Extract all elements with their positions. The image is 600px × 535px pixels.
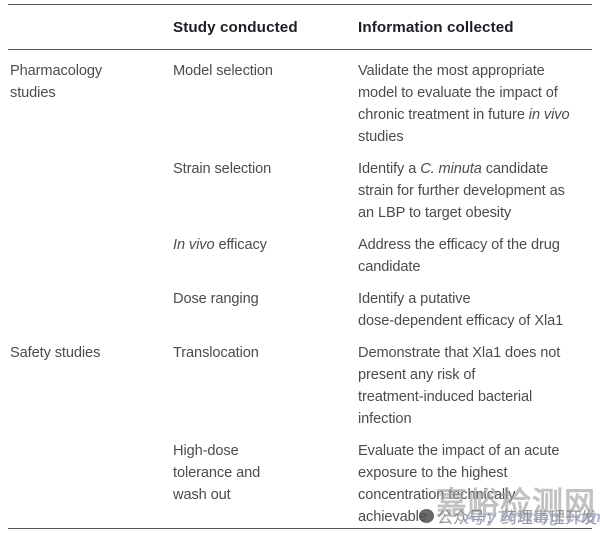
info-cell: Identify a C. minuta candidate strain for… <box>358 161 565 221</box>
info-cell: Evaluate the impact of an acute exposure … <box>358 443 560 525</box>
study-cell: High-dose tolerance and wash out <box>173 443 261 503</box>
group-cell <box>8 430 173 528</box>
study-cell: Dose ranging <box>173 291 259 307</box>
group-cell <box>8 224 173 278</box>
info-cell: Demonstrate that Xla1 does not present an… <box>358 345 561 427</box>
table-row-dose-ranging: Dose ranging Identify a putative dose-dep… <box>8 278 592 332</box>
study-cell: Translocation <box>173 345 259 361</box>
study-cell: Strain selection <box>173 161 272 177</box>
table-row-strain-selection: Strain selection Identify a C. minuta ca… <box>8 148 592 224</box>
study-table: Study conducted Information collected Ph… <box>8 4 592 529</box>
info-cell: Address the efficacy of the drug candidat… <box>358 237 560 275</box>
table-row-translocation: Safety studies Translocation Demonstrate… <box>8 332 592 430</box>
table-row-model-selection: Pharmacology studies Model selection Vali… <box>8 50 592 148</box>
table-header-row: Study conducted Information collected <box>8 5 592 50</box>
info-cell: Validate the most appropriate model to ev… <box>358 63 570 145</box>
group-cell-pharmacology: Pharmacology studies <box>10 63 103 101</box>
header-information-collected: Information collected <box>358 18 514 36</box>
group-cell <box>8 148 173 224</box>
study-cell: Model selection <box>173 63 273 79</box>
study-cell: In vivo efficacy <box>173 237 267 253</box>
table-row-high-dose-tolerance: High-dose tolerance and wash out Evaluate … <box>8 430 592 528</box>
header-study-conducted: Study conducted <box>173 18 298 36</box>
table-body: Pharmacology studies Model selection Vali… <box>8 50 592 528</box>
group-cell <box>8 278 173 332</box>
group-cell-safety: Safety studies <box>10 345 101 361</box>
table-row-in-vivo-efficacy: In vivo efficacy Address the efficacy of… <box>8 224 592 278</box>
info-cell: Identify a putative dose-dependent effica… <box>358 291 564 329</box>
